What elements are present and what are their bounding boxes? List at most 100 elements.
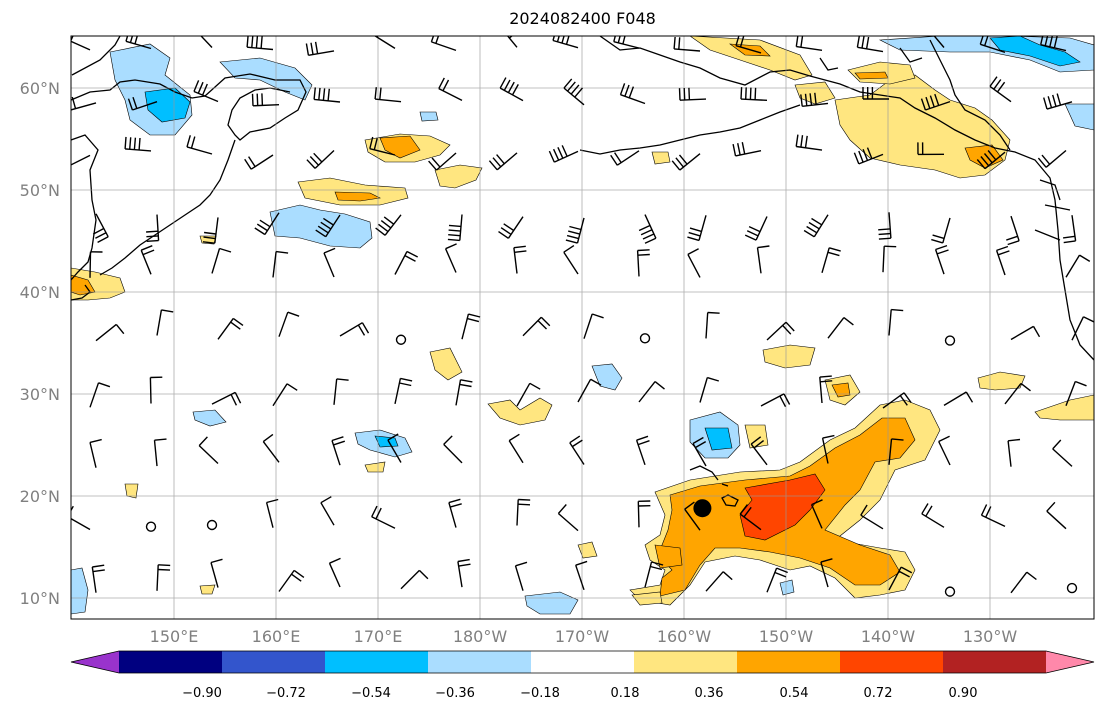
lat-label-40n: 40°N — [20, 283, 60, 302]
lon-label-160e: 160°E — [252, 627, 301, 646]
wind-barb — [438, 77, 463, 102]
wind-barb — [508, 433, 524, 464]
wind-barb — [820, 558, 833, 588]
wind-barb — [684, 501, 701, 531]
wind-barb — [671, 153, 701, 171]
wind-barb — [244, 154, 274, 170]
wind-barb — [210, 558, 223, 588]
wind-barb — [323, 247, 336, 278]
wind-barb — [193, 80, 219, 103]
colorbar-extend-max — [1046, 651, 1094, 673]
wind-barb — [575, 560, 588, 591]
wind-barb — [636, 249, 650, 277]
lon-label-180w: 180°W — [453, 627, 508, 646]
wind-barb — [862, 87, 889, 100]
wind-barb — [687, 215, 707, 242]
colorbar-segment — [840, 651, 944, 673]
wind-barb — [821, 247, 841, 273]
colorbar-outline — [70, 650, 1095, 674]
wind-barb — [563, 245, 579, 275]
calm-wind-circle — [944, 586, 956, 597]
wind-barb — [498, 216, 524, 239]
calm-wind-circle — [395, 334, 407, 345]
wind-barb — [635, 435, 650, 466]
coastlines — [71, 36, 1094, 507]
wind-barb — [933, 36, 945, 48]
lon-label-130w: 130°W — [963, 627, 1018, 646]
wind-barb — [943, 391, 974, 407]
wind-barb — [89, 438, 102, 468]
wind-barb — [305, 41, 335, 56]
colorbar-extend-min — [71, 651, 119, 673]
lon-label-150e: 150°E — [150, 627, 199, 646]
wind-barb — [619, 83, 646, 105]
map-title: 2024082400 F048 — [509, 9, 656, 28]
wind-barb — [557, 504, 579, 532]
colorbar-segment — [325, 651, 429, 673]
wind-barb — [766, 321, 795, 341]
graticule — [71, 36, 1094, 619]
wind-barb — [375, 214, 402, 236]
wind-barb — [687, 248, 701, 278]
wind-barb — [756, 245, 770, 274]
wind-barb — [428, 152, 457, 171]
colorbar-segment — [428, 651, 532, 673]
wind-barb — [638, 214, 657, 244]
lat-label-30n: 30°N — [20, 385, 60, 404]
wind-barb — [810, 499, 823, 529]
cb-tick-label: 0.18 — [611, 686, 640, 701]
wind-barb — [92, 213, 109, 244]
longitude-labels: 150°E 160°E 170°E 180°W 170°W 160°W 150°… — [150, 627, 1018, 646]
wind-barb — [563, 78, 585, 106]
wind-barb — [278, 569, 305, 592]
wind-barb — [516, 382, 541, 407]
colorbar-segment — [222, 651, 326, 673]
colorbar-segment — [737, 651, 841, 673]
wind-barb — [374, 87, 402, 103]
cb-tick-label: −0.72 — [266, 686, 306, 701]
wind-barb — [262, 433, 280, 463]
wind-barb — [146, 214, 160, 242]
wind-barb — [200, 36, 213, 48]
wind-barb — [140, 245, 155, 275]
colorbar-tick-labels: −0.90 −0.72 −0.54 −0.36 −0.18 0.18 0.36 … — [182, 686, 977, 701]
colorbar — [70, 650, 1095, 674]
wind-barb — [1010, 571, 1037, 594]
wind-barb — [917, 142, 945, 156]
wind-barb — [313, 87, 341, 103]
wind-barb — [198, 436, 219, 465]
wind-barb — [853, 147, 884, 165]
wind-barb — [488, 152, 518, 171]
wind-barb — [1006, 215, 1020, 246]
wind-barb — [637, 500, 651, 528]
wind-barb — [882, 392, 912, 409]
calm-wind-circle — [639, 333, 651, 344]
wind-barb — [565, 217, 585, 244]
wind-barb — [211, 247, 232, 274]
wind-barb — [692, 436, 707, 467]
wind-barb — [444, 243, 457, 273]
lon-label-170w: 170°W — [555, 627, 610, 646]
wind-barb — [1065, 380, 1087, 407]
wind-barb — [333, 378, 349, 405]
wind-barb — [613, 36, 640, 49]
wind-barb — [740, 87, 768, 101]
lon-label-140w: 140°W — [861, 627, 916, 646]
wind-barb — [795, 134, 823, 151]
wind-barb — [254, 212, 280, 236]
lat-label-50n: 50°N — [20, 181, 60, 200]
positive-anomaly-shading — [71, 36, 1094, 606]
wind-barb — [760, 393, 791, 408]
wind-barb — [443, 435, 463, 464]
wind-barb — [506, 36, 518, 48]
wind-barb — [127, 96, 158, 111]
wind-barb — [938, 435, 951, 466]
wind-barb — [400, 569, 429, 590]
colorbar-segment — [634, 651, 738, 673]
negative-anomaly-shading — [71, 36, 1094, 615]
wind-barb — [548, 145, 579, 163]
wind-barb — [272, 250, 289, 278]
wind-barb — [583, 313, 604, 339]
wind-barb — [705, 311, 720, 339]
wind-barb — [980, 504, 1006, 528]
